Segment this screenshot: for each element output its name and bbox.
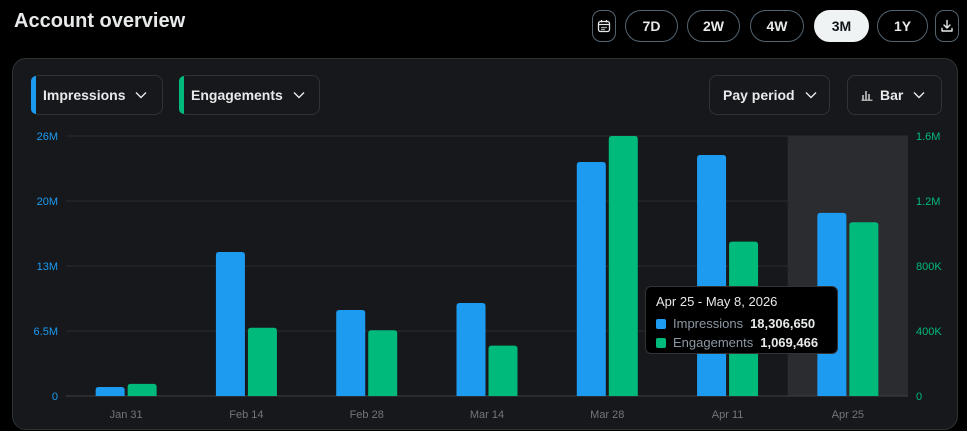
period-label: Pay period — [723, 87, 795, 103]
metric-2-label: Engagements — [191, 87, 283, 103]
chart-style-label: Bar — [880, 87, 904, 103]
calendar-icon — [597, 20, 611, 33]
download-button[interactable] — [935, 10, 959, 42]
chart-style-dropdown[interactable]: Bar — [847, 75, 942, 115]
range-4w-button[interactable]: 4W — [750, 10, 804, 42]
tooltip-title: Apr 25 - May 8, 2026 — [656, 294, 778, 309]
right-axis-tick-label: 800K — [916, 261, 942, 273]
download-icon — [941, 19, 953, 32]
tooltip-row-engagements: Engagements 1,069,466 — [656, 333, 827, 352]
right-axis-tick-label: 400K — [916, 326, 942, 338]
range-1y-button[interactable]: 1Y — [877, 10, 928, 42]
engagements-swatch — [656, 337, 666, 348]
tooltip-row-name: Engagements — [673, 335, 754, 350]
engagements-bar — [849, 222, 879, 396]
metric-2-dropdown[interactable]: Engagements — [179, 75, 320, 115]
impressions-bar — [456, 303, 486, 396]
page-title: Account overview — [14, 10, 186, 32]
tooltip-row-value: 18,306,650 — [750, 316, 816, 331]
metric-2-color-indicator — [179, 76, 184, 114]
impressions-bar — [215, 252, 245, 396]
x-axis-tick-label: Jan 31 — [110, 409, 143, 421]
right-axis-tick-label: 1.2M — [916, 196, 940, 208]
right-axis-tick-label: 0 — [916, 391, 922, 403]
metric-1-label: Impressions — [43, 87, 126, 103]
tooltip-row-name: Impressions — [673, 316, 744, 331]
tooltip-row-value: 1,069,466 — [760, 335, 819, 350]
range-7d-button[interactable]: 7D — [625, 10, 678, 42]
chart-tooltip: Apr 25 - May 8, 2026 Impressions 18,306,… — [645, 286, 838, 354]
range-2w-button[interactable]: 2W — [687, 10, 740, 42]
engagements-bar — [488, 345, 518, 396]
impressions-swatch — [656, 318, 666, 329]
left-axis-tick-label: 20M — [37, 196, 58, 208]
engagements-bar — [608, 136, 638, 396]
impressions-bar — [95, 387, 125, 396]
x-axis-tick-label: Mar 14 — [470, 409, 504, 421]
metric-1-dropdown[interactable]: Impressions — [31, 75, 163, 115]
chevron-down-icon — [805, 91, 817, 99]
x-axis-tick-label: Feb 14 — [229, 409, 263, 421]
left-axis-tick-label: 13M — [37, 261, 58, 273]
chevron-down-icon — [913, 91, 925, 99]
x-axis-tick-label: Apr 25 — [832, 409, 864, 421]
x-axis-tick-label: Apr 11 — [712, 409, 744, 421]
left-axis-tick-label: 26M — [37, 131, 58, 143]
metric-1-color-indicator — [31, 76, 36, 114]
impressions-bar — [336, 310, 366, 396]
engagements-bar — [247, 327, 277, 396]
x-axis-tick-label: Mar 28 — [590, 409, 624, 421]
bar-chart-icon — [861, 89, 873, 101]
impressions-bar — [576, 162, 606, 396]
period-dropdown[interactable]: Pay period — [709, 75, 830, 115]
left-axis-tick-label: 0 — [52, 391, 58, 403]
impressions-bar — [697, 155, 727, 396]
right-axis-tick-label: 1.6M — [916, 131, 940, 143]
range-3m-button[interactable]: 3M — [814, 10, 869, 42]
chevron-down-icon — [135, 91, 147, 99]
x-axis-tick-label: Feb 28 — [350, 409, 384, 421]
engagements-bar — [368, 330, 398, 396]
tooltip-row-impressions: Impressions 18,306,650 — [656, 314, 827, 333]
engagements-bar — [127, 383, 157, 396]
chevron-down-icon — [293, 91, 305, 99]
calendar-button[interactable] — [592, 10, 616, 42]
left-axis-tick-label: 6.5M — [34, 326, 58, 338]
